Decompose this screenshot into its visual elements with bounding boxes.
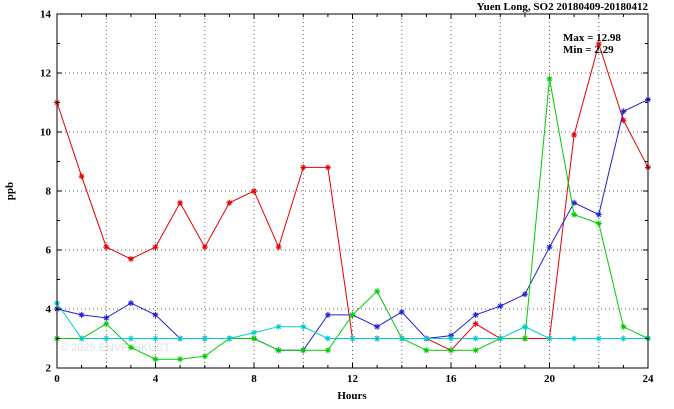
watermark: © 2025 ENVF, HKUST	[60, 342, 170, 354]
data-point-marker	[78, 173, 85, 180]
data-point-marker	[152, 335, 159, 342]
data-point-marker	[324, 311, 331, 318]
x-tick-label: 8	[251, 373, 257, 385]
y-tick-label: 8	[46, 186, 52, 198]
y-tick-label: 6	[46, 245, 52, 257]
data-point-marker	[374, 323, 381, 330]
data-point-marker	[226, 335, 233, 342]
data-point-marker	[546, 244, 553, 251]
data-point-marker	[201, 244, 208, 251]
data-point-marker	[423, 347, 430, 354]
data-point-marker	[127, 344, 134, 351]
data-point-marker	[177, 199, 184, 206]
data-point-marker	[448, 347, 454, 354]
data-point-marker	[324, 335, 331, 342]
annotation-min: Min = 2.29	[563, 44, 614, 56]
data-point-marker	[324, 347, 331, 354]
data-point-marker	[472, 311, 479, 318]
y-tick-label: 4	[46, 304, 52, 316]
data-point-marker	[521, 291, 528, 298]
data-point-marker	[103, 244, 110, 251]
data-point-marker	[127, 300, 134, 307]
data-point-marker	[595, 41, 602, 48]
data-point-marker	[300, 323, 307, 330]
data-point-marker	[497, 335, 504, 342]
series-line	[56, 302, 648, 339]
x-tick-label: 12	[347, 373, 359, 385]
data-point-marker	[571, 199, 578, 206]
data-point-marker	[177, 335, 184, 342]
x-axis-label: Hours	[337, 390, 367, 402]
data-point-marker	[349, 335, 356, 342]
data-point-marker	[251, 188, 257, 194]
y-tick-label: 12	[40, 68, 52, 80]
data-point-marker	[78, 311, 85, 318]
data-point-marker	[448, 335, 454, 342]
data-point-marker	[226, 199, 233, 206]
data-point-marker	[620, 108, 627, 115]
data-point-marker	[546, 75, 553, 82]
data-point-marker	[423, 335, 430, 342]
x-tick-label: 4	[153, 373, 159, 385]
data-point-marker	[275, 323, 282, 330]
data-point-marker	[620, 117, 627, 124]
data-point-marker	[251, 329, 257, 336]
annotation-max: Max = 12.98	[563, 32, 621, 44]
data-point-marker	[78, 335, 85, 342]
data-point-marker	[398, 309, 405, 315]
data-point-marker	[571, 211, 578, 218]
data-point-marker	[398, 335, 405, 342]
y-axis-label: ppb	[4, 182, 16, 200]
data-point-marker	[103, 320, 110, 327]
data-point-marker	[620, 323, 627, 330]
data-point-marker	[201, 335, 208, 342]
x-tick-label: 24	[643, 373, 655, 385]
data-point-marker	[251, 335, 257, 342]
data-point-marker	[275, 244, 282, 251]
data-point-marker	[103, 335, 110, 342]
data-point-marker	[472, 320, 479, 327]
data-point-marker	[127, 255, 134, 262]
data-point-marker	[595, 220, 602, 227]
data-point-marker	[374, 335, 381, 342]
x-tick-label: 16	[446, 373, 458, 385]
data-point-marker	[472, 335, 479, 342]
data-point-marker	[521, 335, 528, 342]
data-point-marker	[152, 311, 159, 318]
data-point-marker	[201, 353, 208, 360]
data-point-marker	[571, 335, 578, 342]
data-point-marker	[177, 356, 184, 363]
data-point-marker	[127, 335, 134, 342]
data-point-marker	[300, 347, 307, 354]
x-tick-label: 0	[54, 373, 60, 385]
data-point-marker	[595, 211, 602, 218]
data-point-marker	[595, 335, 602, 342]
data-point-marker	[349, 311, 356, 318]
data-point-marker	[546, 335, 553, 342]
data-point-marker	[472, 347, 479, 354]
data-point-marker	[521, 323, 528, 330]
chart-title: Yuen Long, SO2 20180409-20180412	[477, 1, 649, 13]
data-point-marker	[103, 314, 110, 321]
data-point-marker	[374, 288, 381, 295]
data-point-marker	[152, 356, 159, 363]
y-tick-label: 14	[40, 9, 52, 21]
data-point-marker	[571, 132, 578, 138]
series-layer	[54, 41, 651, 363]
data-point-marker	[152, 244, 159, 251]
data-point-marker	[324, 164, 331, 171]
data-point-marker	[620, 335, 627, 342]
x-tick-label: 20	[544, 373, 556, 385]
data-point-marker	[275, 347, 282, 354]
y-tick-label: 10	[40, 127, 52, 139]
data-point-marker	[497, 303, 504, 310]
y-tick-label: 2	[46, 363, 52, 375]
data-point-marker	[300, 164, 307, 171]
